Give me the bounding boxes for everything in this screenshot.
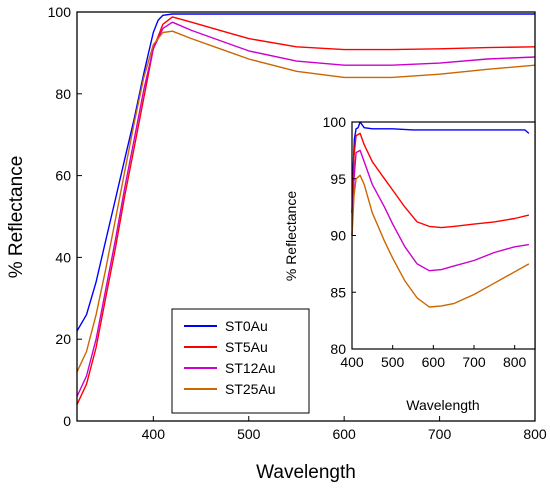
legend-item-st12au: ST12Au: [184, 360, 276, 376]
inset-y-tick-label-90: 90: [330, 228, 346, 244]
inset-series-group: [351, 121, 530, 308]
main-y-axis-label: % Reflectance: [6, 156, 27, 279]
main-series-st0au: [76, 13, 535, 332]
main-x-tick-label-400: 400: [142, 426, 166, 442]
inset-x-tick-label-400: 400: [340, 354, 364, 370]
inset-chart: 400 500 600 700 800 80 85 90 95 100 Wavelength %…: [283, 114, 536, 413]
main-y-tick-label-80: 80: [55, 86, 71, 102]
main-x-tick-label-600: 600: [332, 426, 356, 442]
main-y-tick-label-0: 0: [63, 413, 71, 429]
main-y-tick-label-20: 20: [55, 331, 71, 347]
legend: ST0Au ST5Au ST12Au ST25Au: [171, 308, 310, 414]
main-x-tick-label-500: 500: [237, 426, 261, 442]
legend-label-st0au: ST0Au: [225, 318, 268, 334]
inset-x-ticks: 400 500 600 700 800: [340, 345, 527, 370]
inset-series-st5au: [351, 132, 530, 229]
legend-item-st5au: ST5Au: [184, 339, 268, 355]
main-y-tick-label-40: 40: [55, 249, 71, 265]
inset-x-tick-label-600: 600: [422, 354, 446, 370]
legend-item-st0au: ST0Au: [184, 318, 268, 334]
main-y-ticks: 0 20 40 60 80 100: [48, 4, 82, 429]
inset-series-st25au: [351, 174, 530, 308]
inset-y-tick-label-100: 100: [323, 114, 347, 130]
inset-y-axis-label: % Reflectance: [283, 191, 299, 281]
legend-label-st5au: ST5Au: [225, 339, 268, 355]
inset-y-tick-label-80: 80: [330, 341, 346, 357]
main-series-group: [76, 13, 536, 405]
inset-x-axis-label: Wavelength: [406, 397, 479, 413]
inset-series-st0au: [351, 121, 530, 213]
inset-y-tick-label-85: 85: [330, 284, 346, 300]
main-x-axis-label: Wavelength: [256, 462, 356, 483]
main-series-st12au: [76, 21, 536, 397]
inset-y-ticks: 80 85 90 95 100: [323, 114, 356, 357]
legend-item-st25au: ST25Au: [184, 381, 276, 397]
inset-series-st12au: [351, 149, 530, 272]
inset-x-tick-label-500: 500: [381, 354, 405, 370]
main-x-tick-label-700: 700: [428, 426, 452, 442]
main-series-st5au: [76, 16, 536, 405]
main-y-tick-label-100: 100: [48, 4, 72, 20]
main-y-tick-label-60: 60: [55, 168, 71, 184]
inset-x-tick-label-800: 800: [503, 354, 527, 370]
main-x-tick-label-800: 800: [523, 426, 547, 442]
inset-y-tick-label-95: 95: [330, 171, 346, 187]
legend-label-st25au: ST25Au: [225, 381, 276, 397]
inset-background: [352, 122, 535, 349]
main-series-st25au: [76, 30, 536, 373]
inset-x-tick-label-700: 700: [462, 354, 486, 370]
legend-label-st12au: ST12Au: [225, 360, 276, 376]
main-x-ticks: 400 500 600 700 800: [142, 416, 547, 442]
